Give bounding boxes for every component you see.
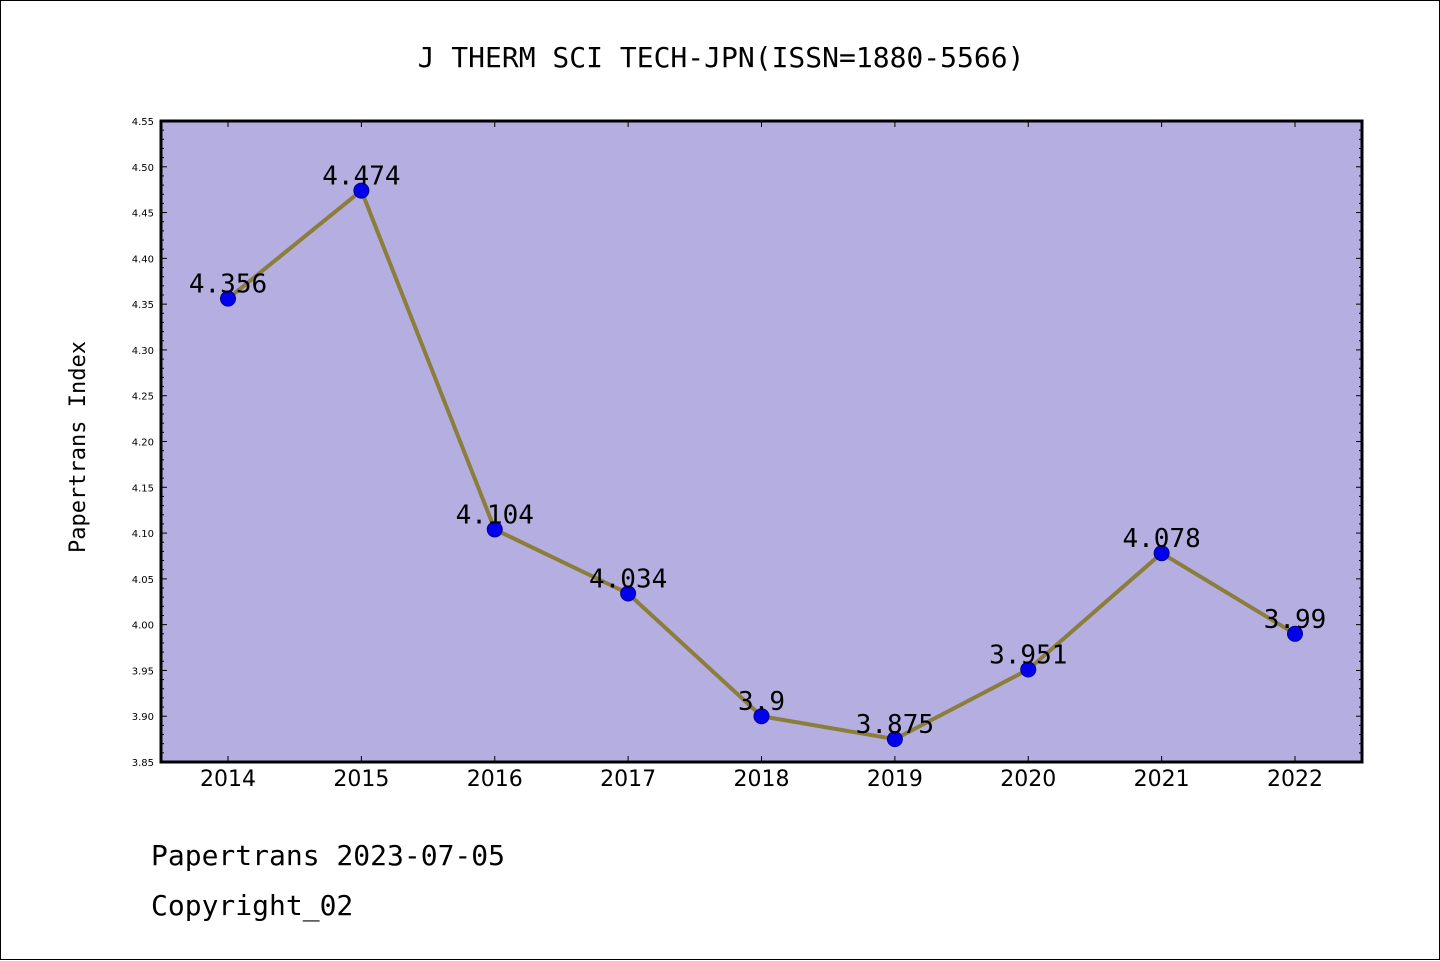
y-tick-label: 4.30 bbox=[132, 346, 154, 357]
data-label: 3.99 bbox=[1264, 605, 1327, 635]
x-tick-label: 2019 bbox=[867, 767, 923, 792]
data-point bbox=[753, 708, 770, 725]
data-label: 4.034 bbox=[589, 565, 667, 595]
y-axis-ticks: 3.85 3.90 3.95 4.00 4.05 4.10 4.15 4.20 4.25 4.30… bbox=[132, 117, 1362, 769]
data-point bbox=[620, 585, 637, 602]
y-tick-label: 4.25 bbox=[132, 392, 154, 403]
plot-area bbox=[159, 119, 1364, 764]
data-label: 4.356 bbox=[189, 270, 267, 300]
y-tick-label: 4.50 bbox=[132, 163, 154, 174]
data-point bbox=[1020, 661, 1037, 678]
data-label: 4.104 bbox=[456, 500, 534, 530]
y-tick-label: 4.45 bbox=[132, 209, 154, 220]
chart-title: J THERM SCI TECH-JPN(ISSN=1880-5566) bbox=[418, 41, 1025, 74]
x-tick-label: 2014 bbox=[200, 767, 256, 792]
data-point bbox=[486, 521, 503, 538]
data-point bbox=[220, 290, 236, 307]
y-tick-label: 4.15 bbox=[132, 483, 154, 494]
data-labels: 4.356 4.474 4.104 4.034 3.9 3.875 3.951 4.078 3.… bbox=[189, 162, 1326, 741]
data-label: 4.078 bbox=[1122, 524, 1200, 554]
x-axis-ticks: 2014 2015 2016 2017 2018 2019 2020 2021 2022 bbox=[200, 121, 1323, 792]
data-point bbox=[1287, 625, 1303, 642]
y-tick-label: 4.00 bbox=[132, 621, 154, 632]
x-tick-label: 2018 bbox=[734, 767, 790, 792]
data-label: 3.951 bbox=[989, 641, 1067, 671]
x-tick-label: 2020 bbox=[1000, 767, 1056, 792]
y-tick-label: 4.35 bbox=[132, 300, 154, 311]
x-tick-label: 2016 bbox=[467, 767, 523, 792]
y-tick-label: 4.05 bbox=[132, 575, 154, 586]
footer-copyright: Copyright_02 bbox=[151, 889, 353, 923]
y-axis-label: Papertrans Index bbox=[66, 341, 91, 553]
data-point bbox=[1153, 545, 1170, 562]
y-tick-label: 3.90 bbox=[132, 712, 154, 723]
data-point bbox=[353, 182, 370, 199]
y-tick-label: 4.20 bbox=[132, 438, 154, 449]
data-label: 4.474 bbox=[322, 162, 400, 192]
footer-date: Papertrans 2023-07-05 bbox=[151, 839, 505, 872]
y-tick-label: 3.85 bbox=[132, 758, 154, 769]
x-tick-label: 2015 bbox=[333, 767, 389, 792]
series bbox=[220, 182, 1303, 748]
y-tick-label: 3.95 bbox=[132, 666, 154, 677]
y-tick-label: 4.40 bbox=[132, 254, 154, 265]
data-label: 3.9 bbox=[738, 687, 785, 717]
y-tick-label: 4.55 bbox=[132, 117, 154, 128]
data-point bbox=[886, 731, 903, 748]
data-label: 3.875 bbox=[856, 710, 934, 740]
y-tick-label: 4.10 bbox=[132, 529, 154, 540]
x-tick-label: 2021 bbox=[1134, 767, 1190, 792]
x-tick-label: 2017 bbox=[600, 767, 656, 792]
x-tick-label: 2022 bbox=[1267, 767, 1323, 792]
